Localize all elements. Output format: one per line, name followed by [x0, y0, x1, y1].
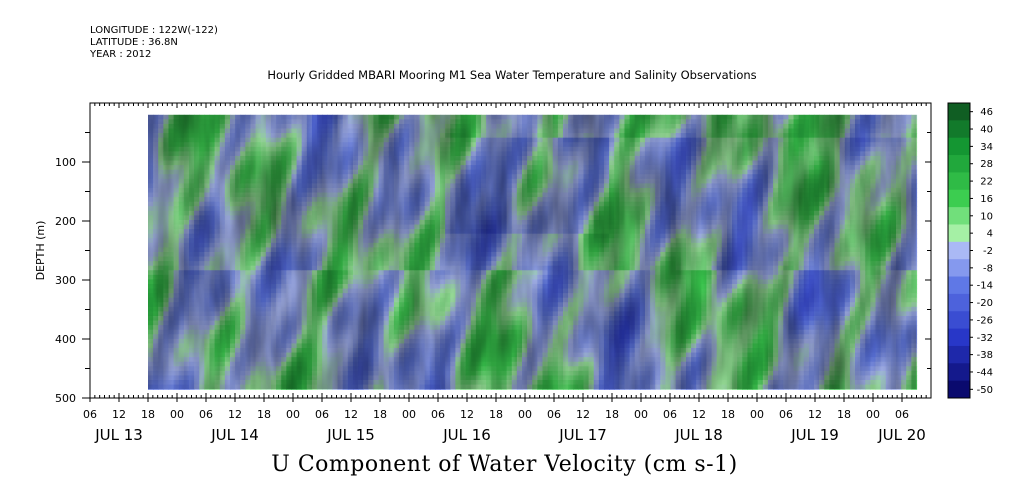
chart-title: Hourly Gridded MBARI Mooring M1 Sea Wate… [267, 68, 757, 82]
velocity-field [148, 114, 918, 390]
longitude-label: LONGITUDE : 122W(-122) [90, 25, 218, 36]
year-label: YEAR : 2012 [90, 49, 152, 60]
latitude-label: LATITUDE : 36.8N [90, 37, 178, 48]
